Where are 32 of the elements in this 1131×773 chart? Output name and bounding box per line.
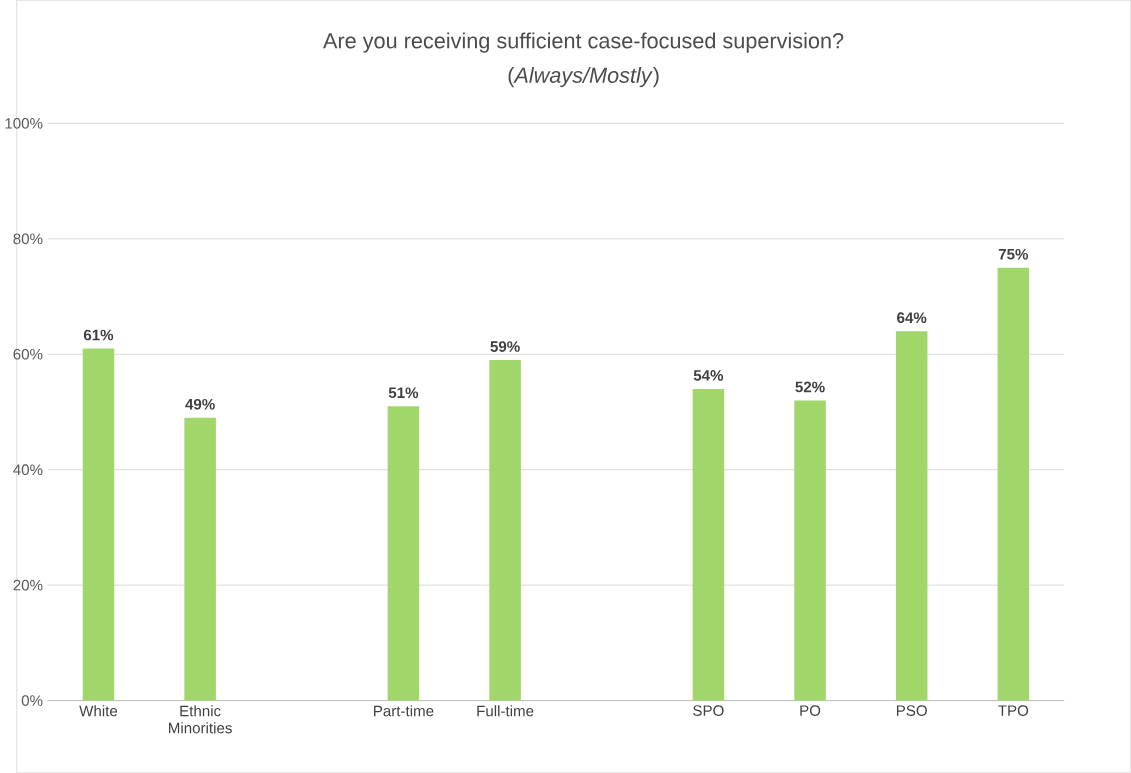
bar — [895, 331, 928, 701]
data-label: 59% — [490, 341, 520, 353]
y-tick-label: 100% — [5, 118, 43, 129]
x-tick-label: White — [79, 705, 118, 717]
chart-subtitle: (Always/Mostly) — [508, 67, 659, 88]
x-tick-label: Ethnic Minorities — [169, 705, 232, 734]
bar — [794, 400, 826, 701]
bar — [489, 360, 521, 701]
bar — [387, 406, 420, 701]
y-tick-label: 80% — [13, 233, 43, 245]
y-tick-label: 40% — [13, 464, 43, 476]
x-tick-label: Full-time — [477, 705, 534, 717]
data-label: 49% — [185, 399, 215, 410]
x-tick-label: TPO — [998, 705, 1029, 717]
y-tick-label: 0% — [21, 695, 43, 707]
x-tick-label: PO — [800, 705, 821, 717]
data-label: 64% — [897, 312, 927, 324]
data-label: 51% — [388, 387, 419, 399]
bar — [82, 348, 115, 701]
bar — [184, 417, 216, 701]
x-tick-label: PSO — [896, 705, 927, 717]
data-label: 54% — [693, 370, 724, 381]
bar — [692, 389, 725, 701]
data-label: 75% — [998, 249, 1029, 260]
chart-title: Are you receiving sufficient case-focused supervision? — [323, 32, 844, 53]
y-tick-label: 20% — [13, 579, 43, 591]
data-label: 52% — [795, 381, 825, 393]
data-label: 61% — [83, 329, 114, 341]
x-tick-label: SPO — [693, 705, 724, 717]
x-tick-label: Part-time — [374, 705, 434, 717]
bar — [997, 267, 1030, 701]
y-tick-label: 60% — [13, 349, 43, 360]
